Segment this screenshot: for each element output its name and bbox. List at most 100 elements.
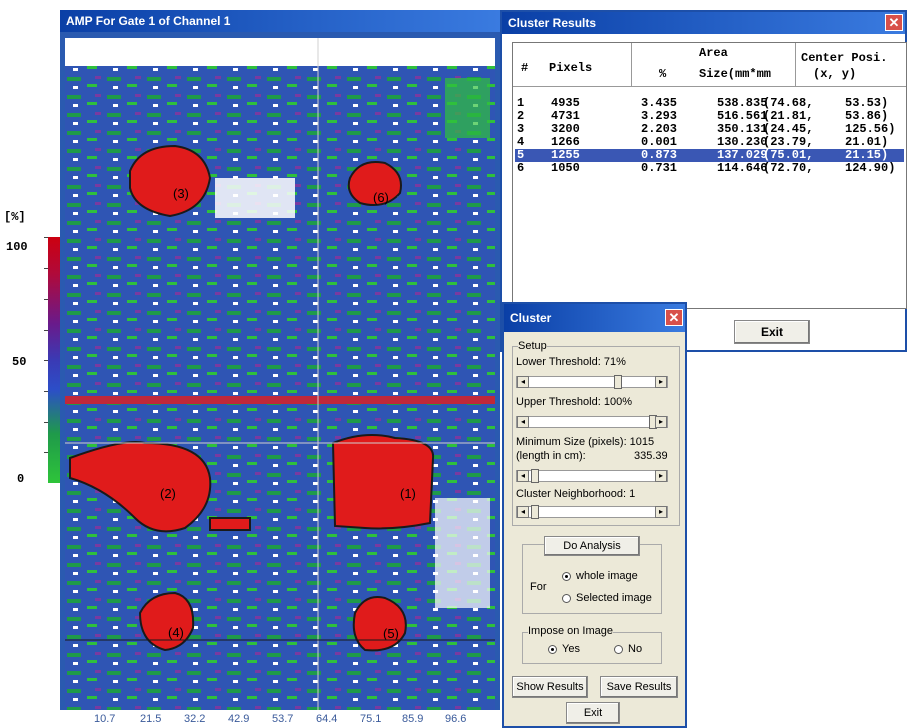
header-percent: % [659, 67, 667, 81]
setup-label: Setup [518, 340, 547, 352]
whole-image-radio[interactable] [562, 572, 571, 581]
table-row-selected[interactable]: 5 1255 0.873 137.029 (75.01, 21.15) [515, 149, 904, 162]
red-band [65, 396, 495, 404]
cell-num: 5 [517, 148, 525, 162]
cell-num: 6 [517, 161, 525, 175]
slider-thumb[interactable] [531, 505, 539, 519]
length-value: 335.39 [634, 450, 668, 462]
cluster-2-tail [209, 517, 251, 531]
cell-x: (24.45, [763, 122, 814, 136]
upper-threshold-label: Upper Threshold: 100% [516, 396, 632, 408]
cell-pixels: 4731 [551, 109, 580, 123]
cell-num: 3 [517, 122, 525, 136]
table-row[interactable]: 4 1266 0.001 130.230 (23.79, 21.01) [515, 136, 904, 149]
cluster-4[interactable] [138, 591, 195, 652]
image-window-title: AMP For Gate 1 of Channel 1 [60, 10, 500, 32]
header-pixels: Pixels [549, 61, 593, 75]
cell-size: 130.230 [717, 135, 768, 149]
cluster-label-5: (5) [383, 626, 399, 641]
neighborhood-label: Cluster Neighborhood: 1 [516, 488, 636, 500]
slider-right-arrow-icon[interactable]: ▸ [655, 506, 667, 518]
slider-left-arrow-icon[interactable]: ◂ [517, 416, 529, 428]
cell-size: 137.029 [717, 148, 768, 162]
lower-threshold-label: Lower Threshold: 71% [516, 356, 626, 368]
cluster-2[interactable] [69, 441, 212, 533]
cell-y: 53.86) [845, 109, 889, 123]
cell-x: (21.81, [763, 109, 814, 123]
save-results-button[interactable]: Save Results [600, 676, 678, 698]
x-tick-label: 10.7 [94, 713, 116, 725]
slider-right-arrow-icon[interactable]: ▸ [655, 416, 667, 428]
cluster-3[interactable] [129, 144, 212, 218]
color-scale-bar [48, 237, 60, 483]
x-tick-label: 53.7 [272, 713, 294, 725]
cell-percent: 0.731 [641, 161, 678, 175]
table-row[interactable]: 2 4731 3.293 516.561 (21.81, 53.86) [515, 110, 904, 123]
impose-yes-label: Yes [562, 643, 580, 655]
header-divider [795, 43, 796, 86]
cell-percent: 2.203 [641, 122, 678, 136]
cluster-1[interactable] [331, 434, 435, 530]
amplitude-image[interactable]: (1) (2) (3) (4) (5) (6) [65, 38, 495, 716]
table-row[interactable]: 3 3200 2.203 350.131 (24.45, 125.56) [515, 123, 904, 136]
cell-num: 4 [517, 135, 525, 149]
cluster-label-4: (4) [168, 625, 184, 640]
cell-size: 516.561 [717, 109, 768, 123]
slider-right-arrow-icon[interactable]: ▸ [655, 376, 667, 388]
impose-no-label: No [628, 643, 643, 655]
lower-threshold-slider[interactable]: ◂ ▸ [516, 375, 668, 389]
scale-tick [44, 268, 48, 269]
cluster-6[interactable] [347, 161, 402, 206]
cell-y: 21.15) [845, 148, 889, 162]
slider-left-arrow-icon[interactable]: ◂ [517, 506, 529, 518]
impose-yes-radio[interactable] [548, 645, 557, 654]
upper-threshold-slider[interactable]: ◂ ▸ [516, 415, 668, 429]
cell-x: (23.79, [763, 135, 814, 149]
slider-thumb[interactable] [531, 469, 539, 483]
minimum-size-slider[interactable]: ◂ ▸ [516, 469, 668, 483]
close-icon[interactable]: ✕ [665, 309, 683, 326]
image-window: AMP For Gate 1 of Channel 1 [60, 10, 500, 718]
slider-left-arrow-icon[interactable]: ◂ [517, 376, 529, 388]
close-icon[interactable]: ✕ [885, 14, 903, 31]
cluster-results-window: Cluster Results ✕ # Pixels Area % Size(m… [500, 10, 907, 352]
cell-x: (74.68, [763, 96, 814, 110]
cell-percent: 3.293 [641, 109, 678, 123]
cell-pixels: 3200 [551, 122, 580, 136]
cluster-5[interactable] [352, 596, 407, 652]
dialog-exit-button[interactable]: Exit [566, 702, 620, 724]
cluster-dialog-title: Cluster ✕ [504, 304, 685, 332]
x-tick-label: 85.9 [402, 713, 424, 725]
cell-pixels: 1266 [551, 135, 580, 149]
scale-tick [44, 330, 48, 331]
do-analysis-button[interactable]: Do Analysis [544, 536, 640, 556]
scale-tick [44, 237, 48, 238]
table-row[interactable]: 6 1050 0.731 114.646 (72.70, 124.90) [515, 162, 904, 175]
cluster-label-1: (1) [400, 486, 416, 501]
cluster-label-3: (3) [173, 186, 189, 201]
show-results-button[interactable]: Show Results [512, 676, 588, 698]
white-region [215, 178, 295, 218]
cluster-label-6: (6) [373, 190, 389, 205]
slider-thumb[interactable] [614, 375, 623, 389]
slider-right-arrow-icon[interactable]: ▸ [655, 470, 667, 482]
scale-label-100: 100 [6, 240, 28, 254]
neighborhood-slider[interactable]: ◂ ▸ [516, 505, 668, 519]
cell-y: 53.53) [845, 96, 889, 110]
slider-left-arrow-icon[interactable]: ◂ [517, 470, 529, 482]
minimum-size-label: Minimum Size (pixels): 1015 [516, 436, 655, 448]
selected-image-label: Selected image [576, 592, 652, 604]
impose-no-radio[interactable] [614, 645, 623, 654]
image-background [65, 66, 495, 716]
cell-x: (72.70, [763, 161, 814, 175]
selected-image-radio[interactable] [562, 594, 571, 603]
x-axis: 10.7 21.5 32.2 42.9 53.7 64.4 75.1 85.9 … [60, 710, 500, 728]
x-tick-label: 96.6 [445, 713, 467, 725]
table-row[interactable]: 1 4935 3.435 538.835 (74.68, 53.53) [515, 97, 904, 110]
cell-percent: 3.435 [641, 96, 678, 110]
results-title-text: Cluster Results [508, 16, 597, 30]
cluster-label-2: (2) [160, 486, 176, 501]
cell-size: 350.131 [717, 122, 768, 136]
cell-y: 124.90) [845, 161, 896, 175]
results-exit-button[interactable]: Exit [734, 320, 810, 344]
